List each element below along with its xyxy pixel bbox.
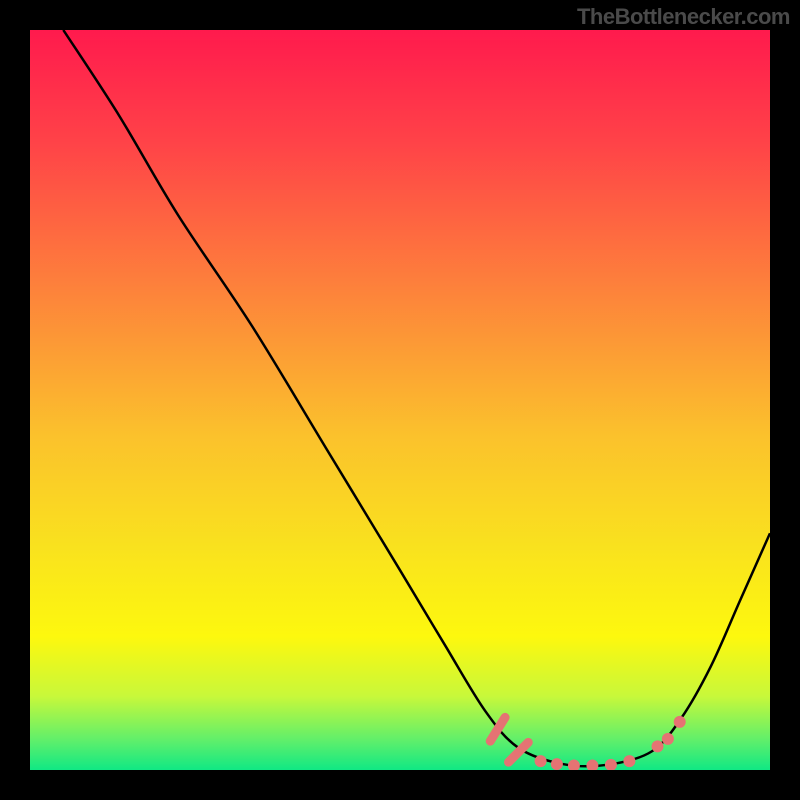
marker-dot [568,760,580,770]
marker-dot [652,740,664,752]
marker-group [490,716,685,770]
plot-area [30,30,770,770]
marker-dot [551,758,563,770]
bottleneck-curve [63,30,770,766]
marker-dot [535,755,547,767]
marker-dot [623,755,635,767]
marker-dot [605,759,617,770]
marker-dot [586,760,598,770]
watermark-text: TheBottlenecker.com [577,4,790,30]
chart-container: TheBottlenecker.com [0,0,800,800]
curve-layer [30,30,770,770]
marker-dot [662,733,674,745]
marker-dot [674,716,686,728]
